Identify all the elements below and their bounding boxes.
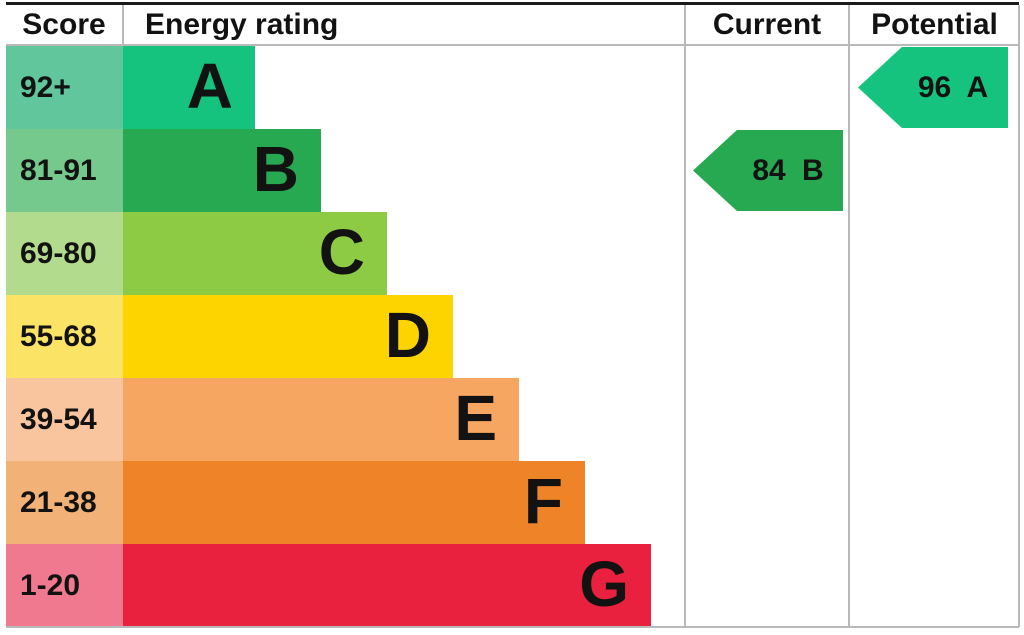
score-range-label-a: 92+ [6, 46, 123, 129]
rating-bar-g: G [123, 544, 651, 627]
band-row-f: 21-38 F [6, 461, 1019, 544]
rating-bar-a: A [123, 46, 255, 129]
column-header-potential: Potential [871, 8, 998, 41]
score-range-label-c: 69-80 [6, 212, 123, 295]
chart-top-border [6, 2, 1019, 5]
header-divider-score-rating [122, 5, 124, 44]
band-row-d: 55-68 D [6, 295, 1019, 378]
chart-bottom-line [6, 626, 1019, 628]
band-row-b: 81-91 B [6, 129, 1019, 212]
band-row-e: 39-54 E [6, 378, 1019, 461]
band-row-g: 1-20 G [6, 544, 1019, 627]
rating-bar-e: E [123, 378, 519, 461]
chart-right-border [1018, 5, 1020, 627]
band-row-c: 69-80 C [6, 212, 1019, 295]
score-range-label-g: 1-20 [6, 544, 123, 627]
rating-bar-f: F [123, 461, 585, 544]
column-header-current: Current [712, 8, 822, 41]
rating-bar-c: C [123, 212, 387, 295]
score-range-label-f: 21-38 [6, 461, 123, 544]
column-header-score: Score [22, 8, 106, 41]
divider-current-potential [848, 5, 850, 627]
column-header-energy-rating: Energy rating [145, 8, 339, 41]
divider-rating-current [684, 5, 686, 627]
rating-bar-d: D [123, 295, 453, 378]
band-row-a: 92+ A [6, 46, 1019, 129]
score-range-label-b: 81-91 [6, 129, 123, 212]
header-bottom-line [6, 44, 1019, 46]
score-range-label-d: 55-68 [6, 295, 123, 378]
score-range-label-e: 39-54 [6, 378, 123, 461]
rating-bar-b: B [123, 129, 321, 212]
